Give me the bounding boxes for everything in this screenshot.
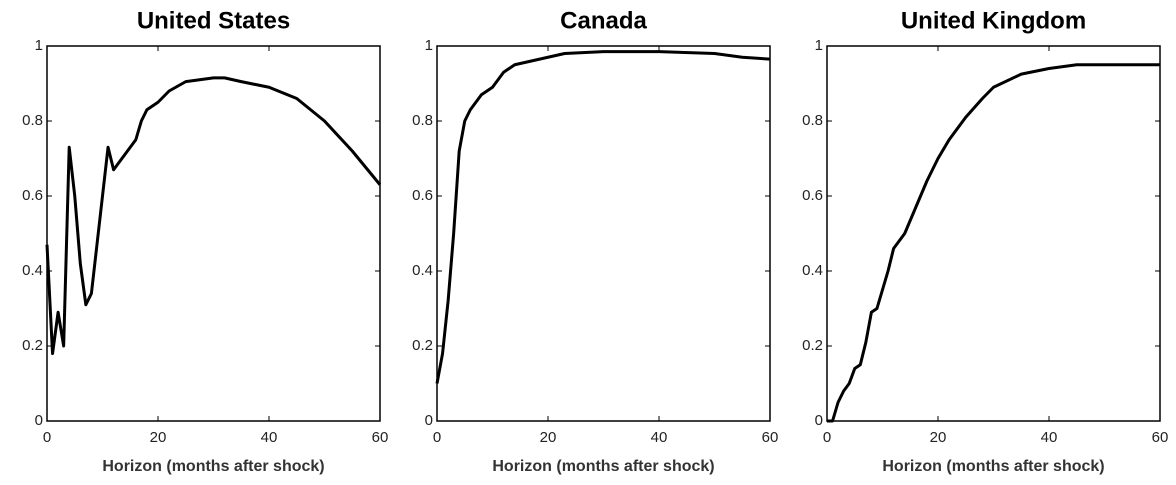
data-line (827, 63, 1160, 423)
x-axis-label: Horizon (months after shock) (492, 458, 714, 475)
x-tick-label: 20 (540, 429, 557, 446)
chart-title: United States (137, 7, 290, 34)
x-tick-label: 60 (372, 429, 389, 446)
y-tick-label: 0.2 (802, 337, 823, 354)
x-tick-label: 20 (150, 429, 167, 446)
y-tick-label: 1 (815, 37, 823, 54)
y-tick-label: 0.8 (412, 112, 433, 129)
chart-title: United Kingdom (901, 7, 1086, 34)
x-tick-label: 60 (762, 429, 779, 446)
y-tick-label: 0.6 (22, 187, 43, 204)
y-tick-label: 0.4 (412, 262, 433, 279)
x-axis-label: Horizon (months after shock) (882, 458, 1104, 475)
x-tick-label: 40 (651, 429, 668, 446)
x-tick-label: 0 (43, 429, 51, 446)
plot-frame (46, 45, 381, 422)
x-tick-label: 0 (433, 429, 441, 446)
y-tick-label: 0.2 (22, 337, 43, 354)
plot-frame (826, 45, 1161, 422)
plot-frame (436, 45, 771, 422)
data-line (435, 50, 771, 384)
y-tick-label: 0.8 (802, 112, 823, 129)
y-tick-label: 1 (35, 37, 43, 54)
y-tick-label: 1 (425, 37, 433, 54)
chart-title: Canada (560, 7, 647, 34)
x-tick-label: 20 (930, 429, 947, 446)
y-tick-label: 0 (425, 412, 433, 429)
y-tick-label: 0.4 (22, 262, 43, 279)
x-tick-label: 0 (823, 429, 831, 446)
y-tick-label: 0 (815, 412, 823, 429)
y-tick-label: 0.6 (802, 187, 823, 204)
x-tick-label: 40 (1041, 429, 1058, 446)
y-tick-label: 0 (35, 412, 43, 429)
y-tick-label: 0.4 (802, 262, 823, 279)
data-line (45, 76, 382, 355)
x-tick-label: 40 (261, 429, 278, 446)
y-tick-label: 0.6 (412, 187, 433, 204)
x-axis-label: Horizon (months after shock) (102, 458, 324, 475)
x-tick-label: 60 (1152, 429, 1169, 446)
y-tick-label: 0.8 (22, 112, 43, 129)
y-tick-label: 0.2 (412, 337, 433, 354)
